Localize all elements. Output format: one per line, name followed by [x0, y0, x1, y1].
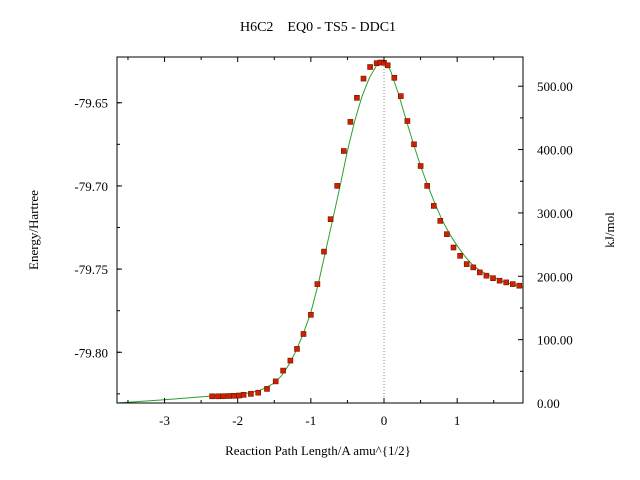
data-point: [450, 244, 457, 251]
data-point: [327, 216, 334, 222]
y-axis-label: Energy/Hartree: [26, 190, 41, 270]
data-point: [444, 231, 450, 237]
data-point: [476, 269, 483, 276]
y-tick-label: -79.70: [74, 179, 108, 194]
data-point: [411, 141, 417, 148]
data-point: [457, 253, 463, 259]
data-point: [360, 75, 367, 82]
chart-title: H6C2 EQ0 - TS5 - DDC1: [240, 20, 396, 35]
data-point: [384, 62, 391, 69]
data-point: [226, 393, 232, 399]
y2-axis-label: kJ/mol: [602, 212, 617, 248]
data-point: [321, 248, 327, 255]
data-point: [255, 389, 261, 396]
data-point: [294, 346, 300, 352]
data-point: [509, 281, 516, 287]
data-point: [340, 148, 347, 154]
irc-curve: [117, 60, 523, 403]
data-point: [209, 393, 215, 400]
data-point: [248, 391, 254, 397]
x-axis-label: Reaction Path Length/A amu^{1/2}: [225, 443, 411, 458]
data-point: [424, 183, 431, 189]
plot-area: [117, 57, 523, 403]
data-point: [397, 93, 404, 99]
x-tick-label: 0: [381, 413, 388, 428]
data-point: [391, 75, 398, 81]
data-point: [240, 391, 247, 398]
data-point: [516, 282, 523, 289]
data-point: [280, 367, 286, 374]
data-point: [231, 392, 237, 399]
data-point: [470, 264, 477, 271]
plot-frame: [116, 56, 524, 404]
y-tick-label: -79.75: [74, 262, 108, 277]
x-tick-label: 1: [454, 413, 461, 428]
y-tick-label: -79.80: [74, 345, 108, 360]
y2-tick-label: 200.00: [537, 269, 573, 284]
y2-tick-label: 100.00: [537, 333, 573, 348]
data-point: [287, 357, 294, 364]
data-point: [308, 311, 314, 318]
x-tick-label: -3: [159, 413, 170, 428]
y2-tick-label: 0.00: [537, 396, 560, 411]
data-point: [272, 378, 279, 385]
data-point: [334, 183, 341, 189]
data-point: [490, 275, 496, 282]
y2-tick-label: 500.00: [537, 79, 573, 94]
x-tick-label: -2: [232, 413, 243, 428]
y2-tick-label: 400.00: [537, 143, 573, 158]
data-point: [483, 272, 490, 279]
data-point: [314, 281, 321, 287]
y2-tick-label: 300.00: [537, 206, 573, 221]
data-point: [220, 393, 226, 400]
data-point: [215, 393, 221, 400]
data-point: [367, 64, 373, 70]
data-point: [496, 277, 503, 284]
data-point: [354, 95, 360, 101]
data-point: [404, 118, 411, 124]
data-point: [417, 163, 424, 169]
data-point: [503, 279, 510, 286]
axis-ticks: -3 -2 -1 0 1 -79.65 -79.70 -79.75 -79.80 0.00 100.…: [74, 57, 573, 428]
data-point: [430, 203, 437, 209]
data-point: [264, 386, 270, 392]
y-tick-label: -79.65: [74, 96, 108, 111]
data-point: [437, 218, 444, 224]
data-point: [463, 261, 470, 267]
data-point: [347, 119, 354, 125]
x-tick-label: -1: [305, 413, 316, 428]
data-point: [300, 331, 307, 337]
